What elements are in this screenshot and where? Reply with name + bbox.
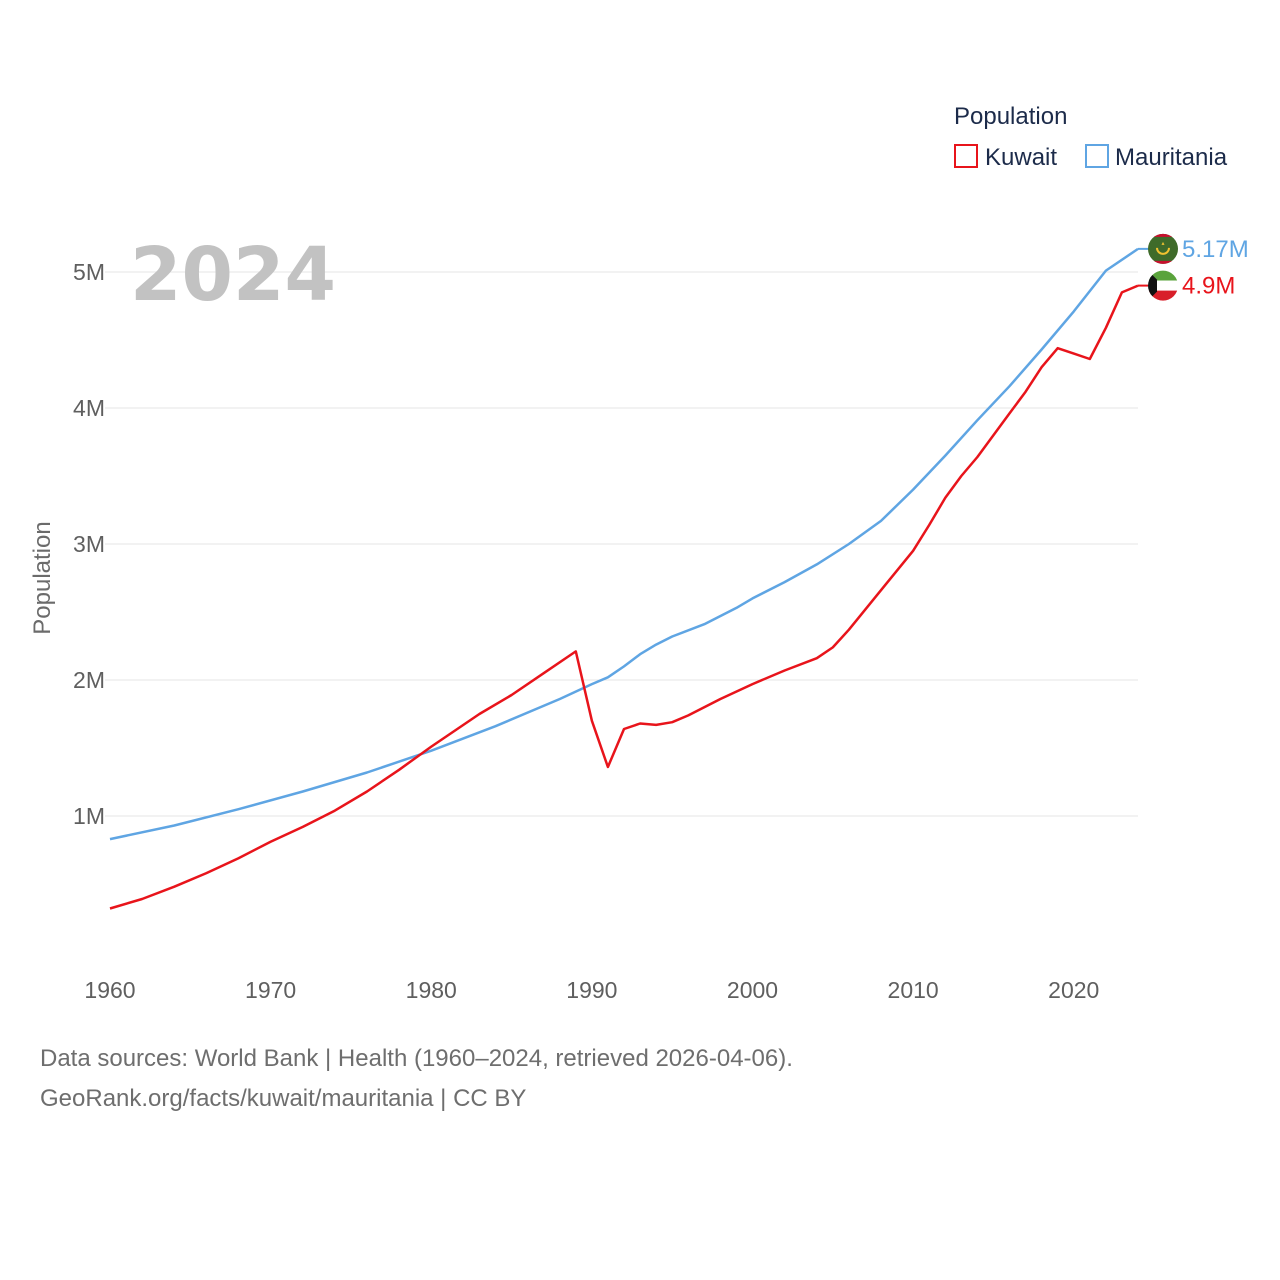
y-tick-label: 1M [73, 803, 105, 829]
mauritania-flag-icon [1148, 233, 1178, 264]
x-tick-label: 2000 [727, 977, 778, 1003]
y-tick-labels: 1M 2M 3M 4M 5M [73, 259, 105, 829]
legend: Population Kuwait Mauritania [954, 103, 1228, 171]
end-label-kuwait: 4.9M [1182, 273, 1235, 300]
x-tick-label: 1970 [245, 977, 296, 1003]
y-tick-label: 4M [73, 395, 105, 421]
legend-swatch-kuwait[interactable] [954, 144, 978, 168]
gridlines [105, 271, 1138, 817]
x-tick-label: 2020 [1048, 977, 1099, 1003]
x-tick-label: 1960 [84, 977, 135, 1003]
series-line-mauritania[interactable] [109, 247, 1139, 841]
series-lines [109, 247, 1139, 910]
y-axis-title: Population [29, 521, 56, 634]
x-tick-label: 2010 [888, 977, 939, 1003]
legend-title: Population [954, 103, 1067, 130]
attribution-link[interactable]: GeoRank.org/facts/kuwait/mauritania | CC… [40, 1085, 527, 1112]
y-tick-label: 5M [73, 259, 105, 285]
legend-label-kuwait[interactable]: Kuwait [985, 144, 1057, 171]
kuwait-flag-icon [1148, 270, 1178, 301]
data-source-note: Data sources: World Bank | Health (1960–… [40, 1045, 793, 1072]
legend-label-mauritania[interactable]: Mauritania [1115, 144, 1228, 171]
x-tick-labels: 1960 1970 1980 1990 2000 2010 2020 [84, 977, 1099, 1003]
end-markers: 4.9M 5.17M [1138, 233, 1249, 301]
x-tick-label: 1990 [566, 977, 617, 1003]
y-tick-label: 3M [73, 531, 105, 557]
legend-swatch-mauritania[interactable] [1085, 144, 1109, 168]
x-tick-label: 1980 [406, 977, 457, 1003]
year-label: 2024 [130, 232, 336, 318]
series-line-kuwait[interactable] [109, 284, 1139, 910]
y-tick-label: 2M [73, 667, 105, 693]
end-label-mauritania: 5.17M [1182, 236, 1249, 263]
